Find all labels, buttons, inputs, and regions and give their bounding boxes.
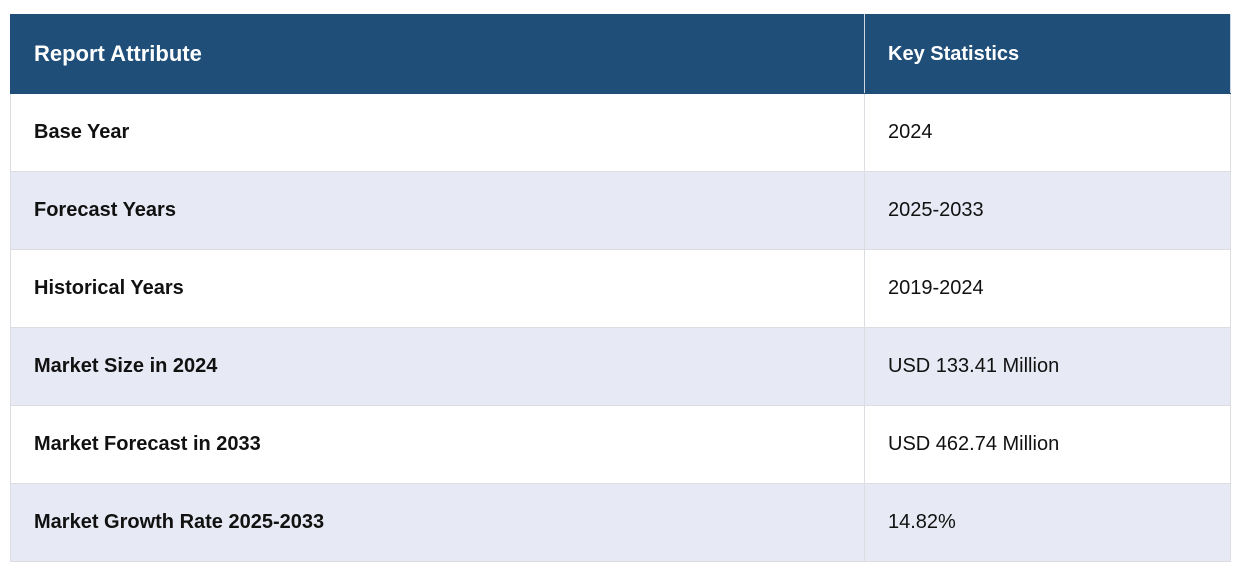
- attribute-cell: Historical Years: [10, 249, 865, 328]
- table-row: Market Growth Rate 2025-2033 14.82%: [10, 483, 1231, 562]
- table-body: Base Year 2024 Forecast Years 2025-2033 Hist…: [10, 93, 1231, 562]
- table-row: Market Size in 2024 USD 133.41 Million: [10, 327, 1231, 406]
- value-cell: 2019-2024: [864, 249, 1231, 328]
- table-row: Historical Years 2019-2024: [10, 249, 1231, 328]
- table-row: Forecast Years 2025-2033: [10, 171, 1231, 250]
- attribute-cell: Market Growth Rate 2025-2033: [10, 483, 865, 562]
- table-header: Report Attribute Key Statistics: [10, 14, 1231, 94]
- attribute-cell: Base Year: [10, 93, 865, 172]
- header-row: Report Attribute Key Statistics: [10, 14, 1231, 94]
- header-cell: Key Statistics: [864, 14, 1231, 94]
- value-cell: 2024: [864, 93, 1231, 172]
- stats-table: Report Attribute Key Statistics Base Yea…: [10, 14, 1231, 562]
- attribute-cell: Forecast Years: [10, 171, 865, 250]
- value-cell: 2025-2033: [864, 171, 1231, 250]
- table-row: Market Forecast in 2033 USD 462.74 Millio…: [10, 405, 1231, 484]
- header-cell: Report Attribute: [10, 14, 865, 94]
- attribute-cell: Market Forecast in 2033: [10, 405, 865, 484]
- value-cell: USD 462.74 Million: [864, 405, 1231, 484]
- table-row: Base Year 2024: [10, 93, 1231, 172]
- attribute-cell: Market Size in 2024: [10, 327, 865, 406]
- value-cell: 14.82%: [864, 483, 1231, 562]
- value-cell: USD 133.41 Million: [864, 327, 1231, 406]
